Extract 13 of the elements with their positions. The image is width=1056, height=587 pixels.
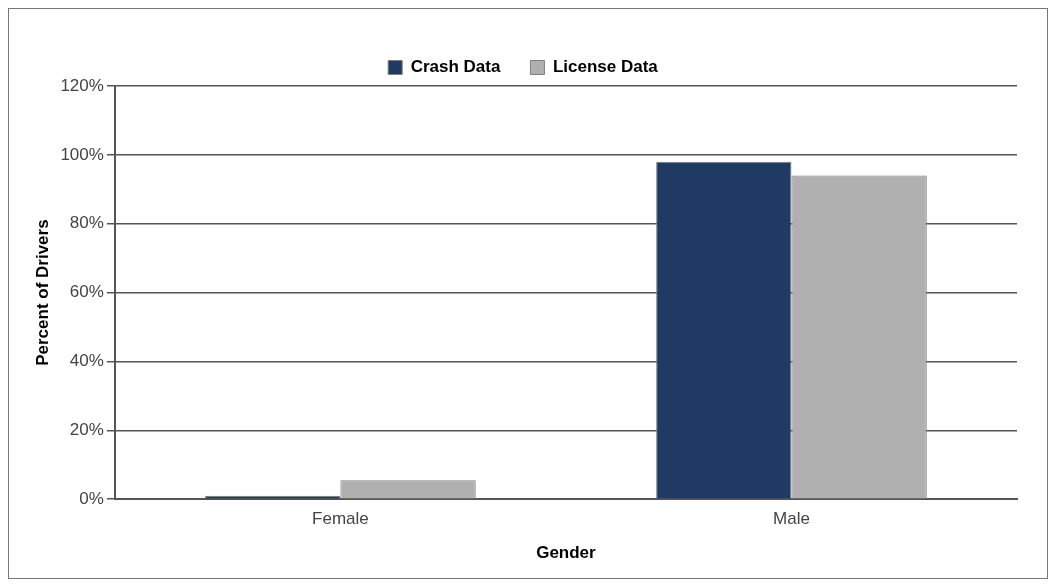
x-tick-label: Male xyxy=(773,509,810,529)
legend-label: License Data xyxy=(552,57,659,77)
y-tick-label: 80% xyxy=(69,213,104,233)
y-tick-label: 40% xyxy=(69,351,104,371)
y-tick-label: 120% xyxy=(60,75,104,95)
y-tick-label: 60% xyxy=(69,282,104,302)
y-tick-label: 100% xyxy=(60,144,104,164)
legend-label: Crash Data xyxy=(410,57,501,77)
y-tick-label: 0% xyxy=(79,488,104,508)
x-axis-title: Gender xyxy=(536,543,597,563)
y-axis-title: Percent of Drivers xyxy=(32,219,52,366)
y-tick-label: 20% xyxy=(69,420,104,440)
x-tick-label: Female xyxy=(312,509,369,529)
